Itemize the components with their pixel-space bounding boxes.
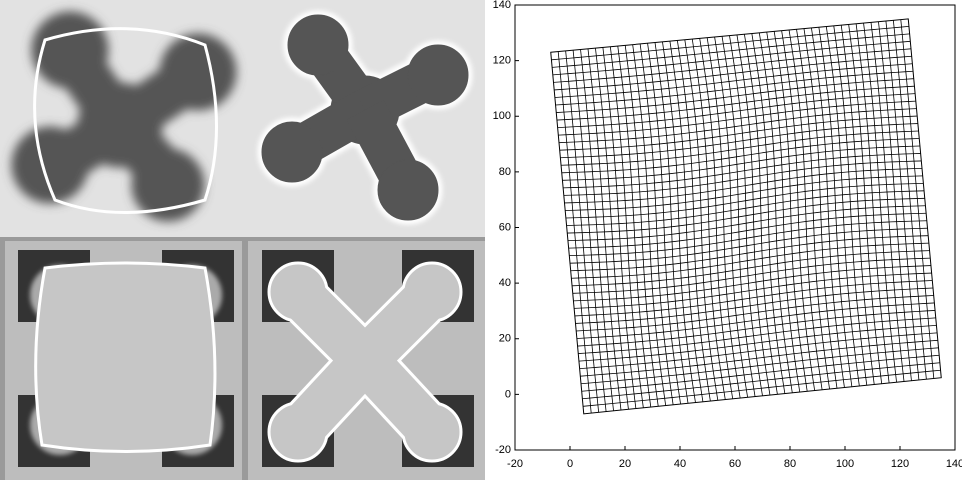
y-tick-label: 100 xyxy=(493,110,511,122)
x-tick-label: 140 xyxy=(946,458,962,470)
x-tick-label: -20 xyxy=(507,458,523,470)
x-tick-label: 100 xyxy=(836,458,854,470)
x-tick-label: 80 xyxy=(784,458,796,470)
x-tick-label: 40 xyxy=(674,458,686,470)
figure: -20 0 20 40 60 80 100 120 140 -20 0 20 40 60 80 100 120 1… xyxy=(0,0,962,480)
y-tick-label: 120 xyxy=(493,55,511,67)
y-tick-label: 140 xyxy=(493,0,511,11)
y-tick-label: 80 xyxy=(499,166,511,178)
y-tick-label: 0 xyxy=(505,388,511,400)
page: -20 0 20 40 60 80 100 120 140 -20 0 20 40 60 80 100 120 1… xyxy=(0,0,962,485)
mesh-plot: -20 0 20 40 60 80 100 120 140 -20 0 20 40 60 80 100 120 1… xyxy=(493,0,962,470)
image-panel xyxy=(248,241,485,480)
x-tick-label: 0 xyxy=(567,458,573,470)
x-tick-label: 120 xyxy=(891,458,909,470)
x-tick-label: 20 xyxy=(619,458,631,470)
y-tick-label: 40 xyxy=(499,277,511,289)
y-tick-label: 20 xyxy=(499,333,511,345)
y-tick-label: 60 xyxy=(499,221,511,233)
y-tick-label: -20 xyxy=(495,444,511,456)
x-tick-label: 60 xyxy=(729,458,741,470)
